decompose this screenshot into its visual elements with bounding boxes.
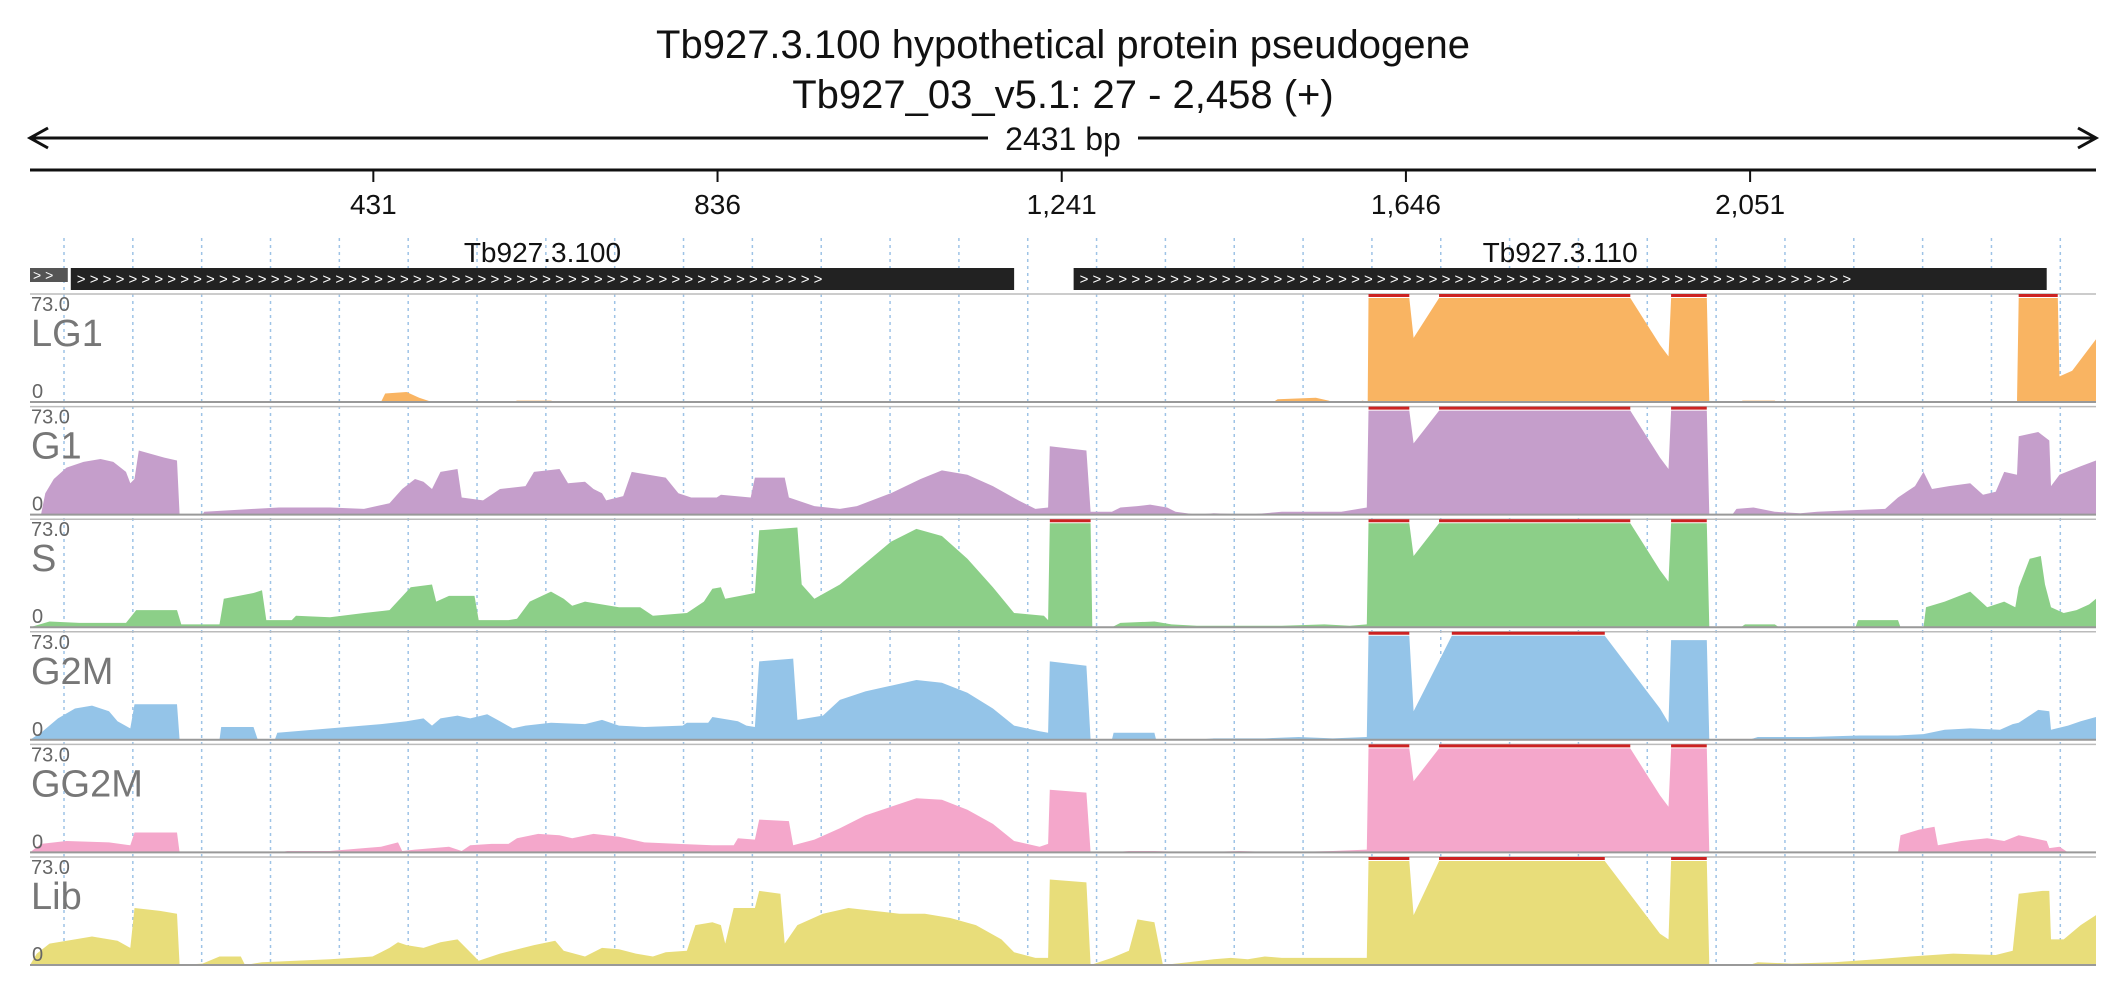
track-ymin-label: 0 <box>32 606 43 628</box>
track-ymin-label: 0 <box>32 719 43 741</box>
x-tick-label: 2,051 <box>1715 189 1785 220</box>
gene-block <box>1073 268 2047 290</box>
track-name: GG2M <box>31 763 143 805</box>
span-length-label: 2431 bp <box>1005 121 1121 157</box>
coverage-area <box>30 635 2096 740</box>
gene-block <box>70 268 1015 290</box>
span-arrow-right <box>2077 126 2100 150</box>
track-ymax-label: 73.0 <box>31 294 70 316</box>
track-name: S <box>31 538 56 580</box>
region-subtitle: Tb927_03_v5.1: 27 - 2,458 (+) <box>792 73 1334 117</box>
coverage-area <box>30 523 2096 628</box>
x-tick-label: 1,241 <box>1027 189 1097 220</box>
track-gg2m: 73.0 0 GG2M <box>30 743 2096 854</box>
track-g1: 73.0 0 G1 <box>30 405 2096 516</box>
track-ymax-label: 73.0 <box>31 744 70 766</box>
gene-strand-arrows: > > > > > > > > > > > > > > > > > > > > … <box>77 271 823 288</box>
track-name: G1 <box>31 426 82 468</box>
coverage-area <box>30 410 2096 515</box>
page-title: Tb927.3.100 hypothetical protein pseudog… <box>656 23 1470 67</box>
track-ymin-label: 0 <box>32 381 43 403</box>
track-name: G2M <box>31 651 113 693</box>
x-tick-label: 1,646 <box>1371 189 1441 220</box>
track-lg1: 73.0 0 LG1 <box>30 293 2096 403</box>
x-tick-label: 431 <box>350 189 397 220</box>
track-name: Lib <box>31 876 82 918</box>
track-g2m: 73.0 0 G2M <box>30 631 2096 741</box>
span-arrow-left <box>26 126 49 150</box>
track-ymax-label: 73.0 <box>31 632 70 654</box>
track-ymin-label: 0 <box>32 831 43 853</box>
track-lib: 73.0 0 Lib <box>30 856 2096 966</box>
track-ymin-label: 0 <box>32 944 43 966</box>
x-tick-label: 836 <box>694 189 741 220</box>
gene-fragment <box>30 268 68 282</box>
track-ymin-label: 0 <box>32 494 43 516</box>
track-s: 73.0 0 S <box>30 518 2096 629</box>
gene-label: Tb927.3.100 <box>464 237 621 268</box>
coverage-area <box>30 748 2096 853</box>
coverage-area <box>30 298 2096 402</box>
coverage-area <box>30 861 2096 965</box>
track-ymax-label: 73.0 <box>31 857 70 879</box>
track-ymax-label: 73.0 <box>31 407 70 429</box>
gene-label: Tb927.3.110 <box>1483 237 1638 268</box>
track-name: LG1 <box>31 313 103 355</box>
gene-strand-arrows: > > > > > > > > > > > > > > > > > > > > … <box>1080 271 1852 288</box>
track-ymax-label: 73.0 <box>31 519 70 541</box>
gene-fragment-arrows: > > <box>33 267 53 283</box>
